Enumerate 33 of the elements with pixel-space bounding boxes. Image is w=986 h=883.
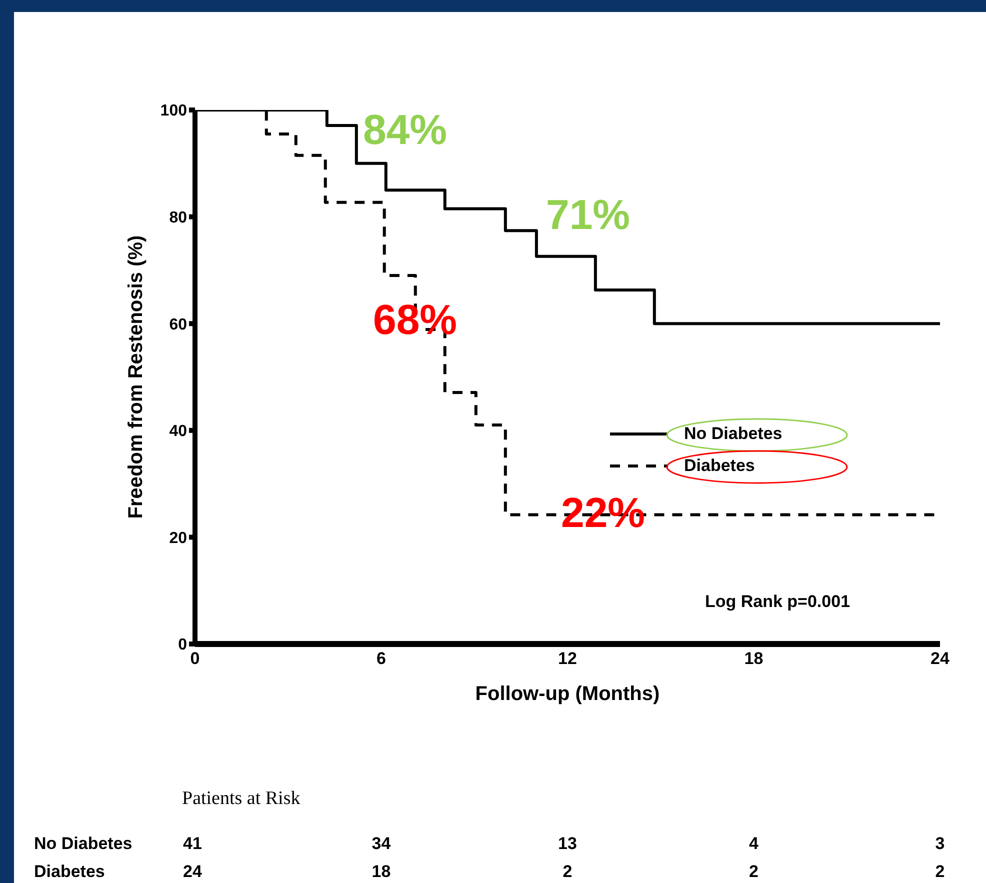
text: 13 (558, 834, 577, 854)
y-tick-label: 100 (160, 102, 188, 120)
text: 41 (183, 834, 202, 854)
y-tick-label: 40 (169, 423, 188, 440)
text: 2 (562, 862, 572, 882)
y-axis-title: Freedom from Restenosis (%) (125, 235, 148, 519)
text: Diabetes (34, 862, 105, 882)
annotation: 22% (560, 489, 646, 537)
text: 34 (372, 834, 391, 854)
text: 24 (183, 862, 202, 882)
annotation: 68% (372, 296, 458, 344)
y-tick-label: 0 (178, 636, 188, 654)
x-tick-label: 12 (558, 649, 577, 668)
annotation: 71% (546, 191, 630, 239)
annotation: 84% (362, 106, 448, 154)
legend-label: No Diabetes (684, 424, 782, 443)
x-tick-label: 6 (376, 649, 386, 668)
x-tick-label: 0 (190, 649, 200, 668)
x-axis-title: Follow-up (Months) (475, 683, 660, 706)
text: No Diabetes (34, 834, 132, 854)
text: 2 (749, 862, 758, 882)
text: 18 (372, 862, 391, 882)
text: Patients at Risk (182, 788, 300, 810)
text: 2 (935, 862, 945, 882)
text: 3 (935, 834, 945, 854)
x-tick-label: 24 (930, 649, 950, 668)
legend-label: Diabetes (684, 456, 755, 475)
y-tick-label: 20 (169, 530, 188, 547)
y-tick-label: 80 (169, 209, 188, 226)
text: 4 (749, 834, 758, 854)
x-tick-label: 18 (744, 649, 764, 668)
y-tick-label: 60 (169, 316, 188, 334)
annotation: Log Rank p=0.001 (705, 592, 850, 612)
